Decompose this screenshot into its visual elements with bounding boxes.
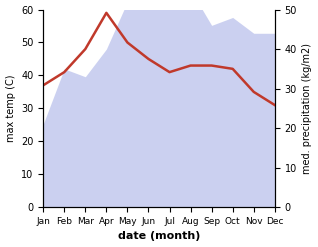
X-axis label: date (month): date (month): [118, 231, 200, 242]
Y-axis label: max temp (C): max temp (C): [5, 75, 16, 142]
Y-axis label: med. precipitation (kg/m2): med. precipitation (kg/m2): [302, 43, 313, 174]
